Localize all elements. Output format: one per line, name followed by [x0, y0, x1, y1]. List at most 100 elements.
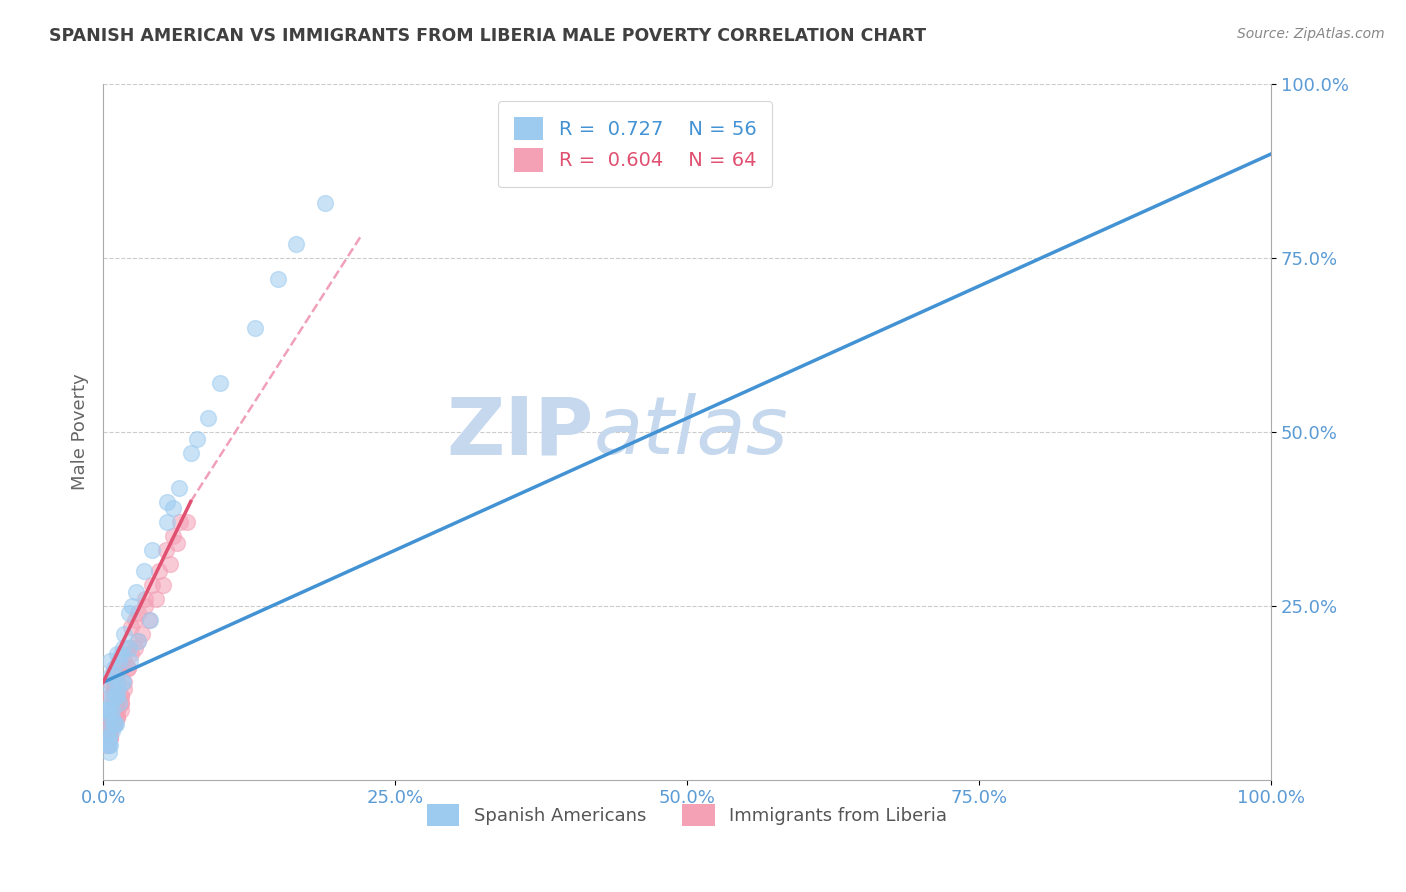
- Point: [132, 564, 155, 578]
- Point: [156, 516, 179, 530]
- Point: [105, 710, 128, 724]
- Point: [98, 731, 121, 745]
- Point: [112, 626, 135, 640]
- Text: atlas: atlas: [593, 393, 789, 471]
- Point: [131, 626, 153, 640]
- Point: [105, 689, 128, 703]
- Point: [100, 696, 122, 710]
- Point: [118, 640, 141, 655]
- Point: [138, 613, 160, 627]
- Point: [98, 710, 121, 724]
- Point: [197, 411, 219, 425]
- Point: [117, 661, 139, 675]
- Point: [97, 738, 120, 752]
- Point: [169, 516, 191, 530]
- Point: [127, 606, 149, 620]
- Point: [141, 543, 163, 558]
- Point: [120, 620, 142, 634]
- Point: [127, 633, 149, 648]
- Point: [103, 682, 125, 697]
- Point: [127, 633, 149, 648]
- Point: [103, 668, 125, 682]
- Point: [110, 648, 132, 662]
- Point: [96, 703, 118, 717]
- Point: [152, 578, 174, 592]
- Point: [98, 738, 121, 752]
- Point: [267, 272, 290, 286]
- Point: [111, 640, 134, 655]
- Point: [166, 536, 188, 550]
- Point: [98, 689, 121, 703]
- Point: [162, 529, 184, 543]
- Point: [105, 703, 128, 717]
- Point: [96, 731, 118, 745]
- Point: [162, 501, 184, 516]
- Point: [96, 723, 118, 738]
- Point: [98, 717, 121, 731]
- Point: [98, 717, 121, 731]
- Point: [121, 599, 143, 613]
- Point: [103, 682, 125, 697]
- Point: [110, 703, 132, 717]
- Text: SPANISH AMERICAN VS IMMIGRANTS FROM LIBERIA MALE POVERTY CORRELATION CHART: SPANISH AMERICAN VS IMMIGRANTS FROM LIBE…: [49, 27, 927, 45]
- Point: [110, 689, 132, 703]
- Point: [103, 717, 125, 731]
- Point: [105, 703, 128, 717]
- Point: [96, 738, 118, 752]
- Point: [125, 585, 148, 599]
- Point: [139, 613, 162, 627]
- Point: [103, 696, 125, 710]
- Point: [118, 655, 141, 669]
- Point: [134, 591, 156, 606]
- Text: ZIP: ZIP: [447, 393, 593, 471]
- Legend: Spanish Americans, Immigrants from Liberia: Spanish Americans, Immigrants from Liber…: [420, 797, 955, 833]
- Point: [107, 682, 129, 697]
- Point: [111, 675, 134, 690]
- Point: [98, 717, 121, 731]
- Point: [110, 689, 132, 703]
- Point: [96, 738, 118, 752]
- Point: [103, 717, 125, 731]
- Point: [96, 723, 118, 738]
- Point: [103, 675, 125, 690]
- Point: [284, 237, 307, 252]
- Point: [141, 578, 163, 592]
- Point: [100, 682, 122, 697]
- Point: [100, 668, 122, 682]
- Point: [108, 655, 131, 669]
- Point: [103, 717, 125, 731]
- Point: [155, 543, 177, 558]
- Point: [208, 376, 231, 391]
- Point: [124, 613, 146, 627]
- Point: [112, 675, 135, 690]
- Point: [118, 606, 141, 620]
- Point: [97, 703, 120, 717]
- Point: [98, 731, 121, 745]
- Point: [110, 661, 132, 675]
- Point: [110, 696, 132, 710]
- Point: [145, 591, 167, 606]
- Point: [104, 675, 127, 690]
- Point: [167, 481, 190, 495]
- Point: [103, 668, 125, 682]
- Point: [104, 689, 127, 703]
- Point: [101, 710, 124, 724]
- Point: [104, 717, 127, 731]
- Point: [103, 689, 125, 703]
- Point: [101, 703, 124, 717]
- Point: [101, 689, 124, 703]
- Point: [243, 320, 266, 334]
- Point: [117, 640, 139, 655]
- Point: [98, 745, 121, 759]
- Point: [124, 640, 146, 655]
- Point: [98, 723, 121, 738]
- Point: [180, 446, 202, 460]
- Point: [134, 599, 156, 613]
- Point: [97, 723, 120, 738]
- Point: [108, 696, 131, 710]
- Point: [105, 710, 128, 724]
- Point: [105, 710, 128, 724]
- Point: [103, 661, 125, 675]
- Point: [104, 717, 127, 731]
- Text: Source: ZipAtlas.com: Source: ZipAtlas.com: [1237, 27, 1385, 41]
